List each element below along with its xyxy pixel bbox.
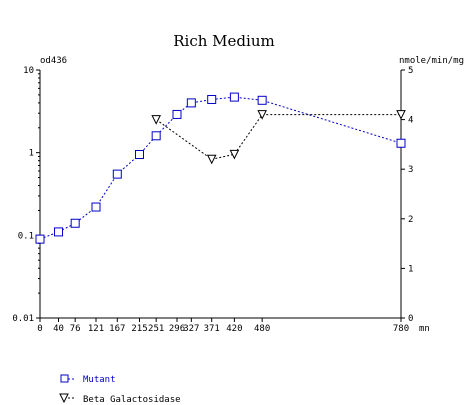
x-tick-label: 296 [169, 324, 185, 334]
x-tick-label: 371 [204, 324, 220, 334]
beta-point [396, 110, 406, 120]
right-tick-label: 3 [408, 165, 413, 175]
left-tick-label: 1 [29, 149, 34, 159]
mutant-point [70, 218, 80, 228]
left-tick-label: 10 [23, 66, 34, 76]
x-tick-label: 480 [254, 324, 270, 334]
right-tick-label: 1 [408, 264, 413, 274]
beta-point [206, 154, 217, 165]
mutant-point [207, 94, 217, 104]
legend: Mutant Beta Galactosidase [59, 374, 181, 405]
right-tick-label: 4 [408, 116, 413, 126]
right-axis-label: nmole/min/mg [399, 56, 464, 66]
legend-beta-label: Beta Galactosidase [83, 395, 181, 405]
right-tick-label: 5 [408, 66, 413, 76]
left-tick-label: 0.1 [18, 231, 34, 241]
x-tick-label: 215 [131, 324, 147, 334]
mutant-point [151, 131, 161, 141]
legend-mutant-label: Mutant [83, 375, 116, 385]
legend-mutant-square-icon [60, 374, 69, 383]
chart-title: Rich Medium [173, 32, 274, 50]
legend-beta-triangle-icon [59, 393, 69, 404]
x-tick-label: 327 [183, 324, 199, 334]
left-axis-label: od436 [40, 56, 67, 66]
mutant-point [91, 202, 101, 212]
beta-point [151, 115, 161, 125]
mutant-point [135, 150, 145, 160]
left-tick-label: 0.01 [12, 314, 34, 324]
x-tick-label: 167 [109, 324, 125, 334]
mutant-point [112, 169, 122, 179]
x-tick-label: 76 [70, 324, 81, 334]
series-line-0 [39, 96, 402, 240]
x-tick-label: 121 [88, 324, 104, 334]
series-lines [39, 96, 402, 240]
beta-point [229, 149, 240, 160]
series-line-1 [155, 114, 401, 160]
mutant-point [172, 109, 182, 119]
right-tick-label: 0 [408, 314, 413, 324]
right-tick-label: 2 [408, 215, 413, 225]
x-unit-label: mn [419, 324, 430, 334]
x-tick-label: 420 [226, 324, 242, 334]
x-tick-label: 40 [53, 324, 64, 334]
mutant-point [35, 234, 45, 244]
mutant-point [396, 138, 406, 148]
mutant-point [257, 95, 267, 105]
x-tick-label: 0 [37, 324, 42, 334]
beta-point [257, 110, 267, 120]
x-tick-label: 780 [393, 324, 409, 334]
mutant-point [229, 92, 239, 102]
mutant-point [54, 227, 64, 237]
x-tick-label: 251 [148, 324, 164, 334]
mutant-point [186, 98, 196, 108]
series-markers [35, 92, 406, 244]
